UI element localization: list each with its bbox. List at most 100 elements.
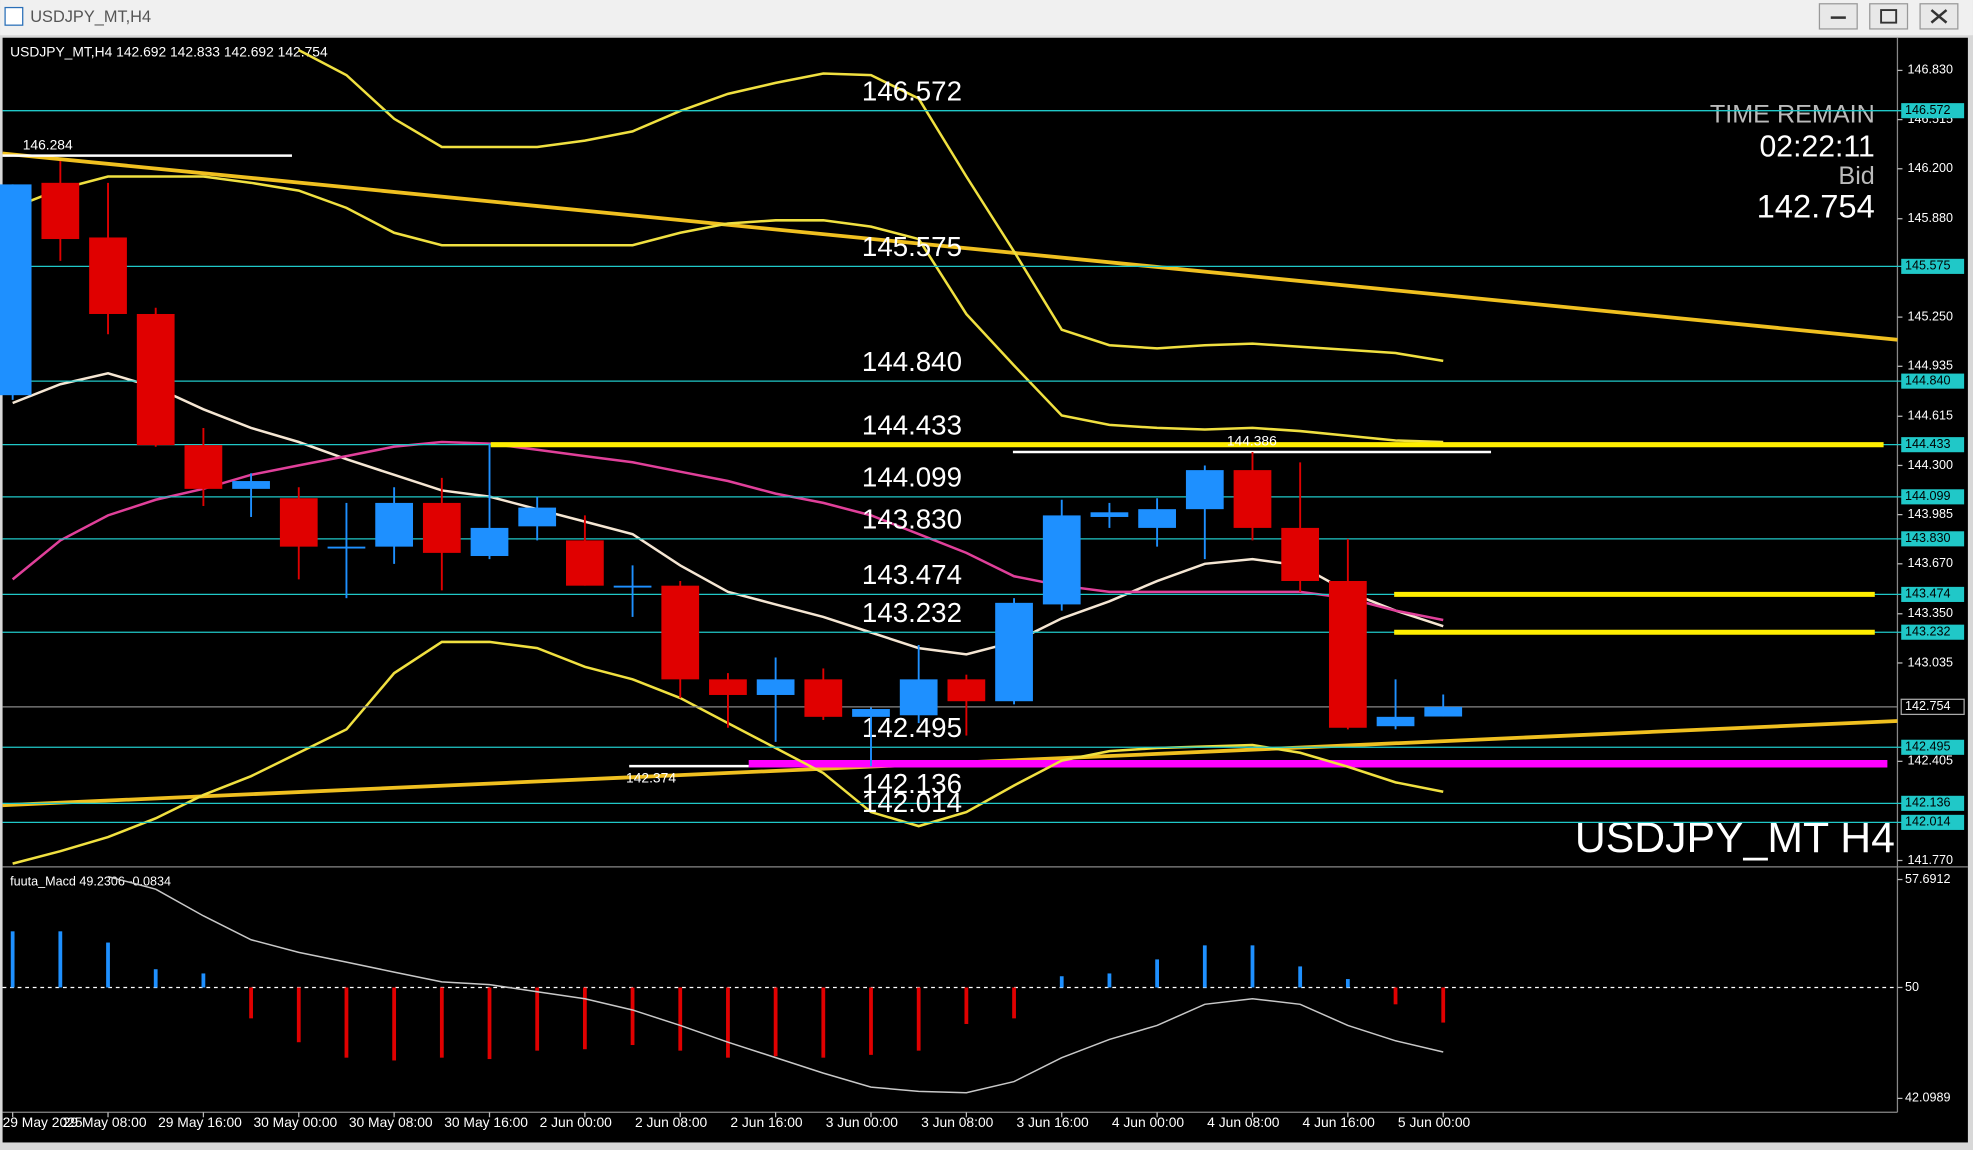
macd-bar (344, 987, 349, 1058)
maximize-icon (1880, 9, 1898, 24)
chart-background (2, 37, 1968, 1143)
candle-body (1042, 515, 1081, 605)
macd-bar (1393, 987, 1398, 1005)
macd-bar (1107, 973, 1112, 988)
macd-bar (439, 987, 444, 1058)
macd-bar (1441, 987, 1446, 1023)
y-tick-label: 146.830 (1908, 63, 1953, 77)
candle-body (0, 184, 32, 396)
y-tick-label: 141.770 (1908, 853, 1953, 867)
macd-bar (869, 987, 873, 1055)
y-tick-label: 143.035 (1908, 655, 1953, 669)
title-bar (0, 0, 1973, 36)
candle-body (1328, 580, 1367, 728)
macd-bar (106, 942, 110, 988)
candle-body (947, 679, 986, 702)
y-tick-label: 144.615 (1908, 409, 1953, 423)
y-tick-label: 146.200 (1908, 161, 1953, 175)
level-axis-label: 143.232 (1905, 625, 1950, 639)
macd-bar (487, 987, 492, 1060)
level-label: 142.014 (862, 787, 962, 818)
macd-tick-label: 42.0989 (1905, 1091, 1950, 1105)
x-tick-label: 29 May 08:00 (63, 1114, 147, 1130)
level-label: 144.099 (862, 462, 962, 493)
time-remain: 02:22:11 (1760, 130, 1875, 163)
level-axis-label: 144.840 (1905, 373, 1950, 387)
x-tick-label: 2 Jun 08:00 (635, 1114, 708, 1130)
macd-bar (630, 987, 635, 1046)
candle-body (613, 585, 652, 588)
macd-bar (726, 987, 730, 1058)
level-axis-box (1901, 373, 1965, 389)
macd-bar (964, 987, 969, 1024)
level-axis-label: 144.099 (1905, 489, 1950, 503)
macd-bar (916, 987, 921, 1051)
bid-label: Bid (1838, 162, 1874, 190)
x-tick-label: 4 Jun 16:00 (1303, 1114, 1376, 1130)
candle-body (470, 527, 509, 557)
candle-body (327, 546, 366, 549)
candle-body (1376, 716, 1415, 727)
y-tick-label: 142.405 (1908, 754, 1953, 768)
level-axis-label: 146.572 (1905, 103, 1950, 117)
candle-body (899, 679, 938, 716)
macd-bar (201, 973, 206, 988)
y-tick-label: 144.935 (1908, 359, 1953, 373)
level-axis-label: 144.433 (1905, 437, 1950, 451)
price-mark-label: 142.374 (626, 769, 676, 785)
macd-bar (678, 987, 683, 1051)
trendline (2, 151, 1898, 342)
x-tick-label: 29 May 2025 (3, 1114, 83, 1130)
y-tick-label: 145.250 (1908, 309, 1953, 323)
y-tick-label: 144.300 (1908, 458, 1953, 472)
window-title: USDJPY_MT,H4 (30, 8, 151, 26)
candle-body (89, 237, 127, 314)
candle-body (566, 540, 604, 586)
bid-axis-label: 142.754 (1905, 699, 1950, 713)
candle-body (232, 481, 270, 489)
macd-line (107, 875, 1444, 1094)
level-label: 143.232 (862, 597, 962, 628)
macd-bar (58, 931, 63, 988)
macd-tick-label: 57.6912 (1905, 872, 1950, 886)
candle-body (1281, 527, 1320, 581)
macd-bar (1059, 976, 1064, 988)
indicator-line (298, 48, 1444, 363)
x-tick-label: 3 Jun 16:00 (1016, 1114, 1089, 1130)
level-axis-label: 142.136 (1905, 796, 1950, 810)
level-axis-label: 143.830 (1905, 531, 1950, 545)
x-tick-label: 30 May 08:00 (349, 1114, 433, 1130)
candle-body (1138, 509, 1176, 528)
close-icon (1930, 9, 1948, 24)
macd-title: fuuta_Macd 49.2306 -0.0834 (10, 874, 171, 888)
level-label: 146.572 (862, 75, 962, 106)
candle-body (1233, 470, 1272, 528)
level-label: 145.575 (862, 231, 962, 262)
x-tick-label: 30 May 00:00 (253, 1114, 337, 1130)
x-tick-label: 2 Jun 00:00 (540, 1114, 613, 1130)
bid-value: 142.754 (1757, 188, 1875, 225)
macd-bar (773, 987, 778, 1057)
level-label: 143.830 (862, 504, 962, 535)
candle-body (1090, 512, 1129, 517)
candle-body (375, 502, 414, 547)
candle-body (709, 679, 747, 695)
candle-body (279, 498, 318, 547)
x-tick-label: 4 Jun 00:00 (1112, 1114, 1185, 1130)
level-label: 142.495 (862, 712, 962, 743)
level-axis-box (1901, 103, 1965, 119)
indicator-line (12, 175, 1444, 444)
price-mark-label: 146.284 (23, 136, 73, 152)
y-tick-label: 143.670 (1908, 556, 1953, 570)
macd-bar (1012, 987, 1016, 1019)
y-tick-label: 145.880 (1908, 211, 1953, 225)
macd-bar (153, 969, 158, 988)
maximize-button[interactable] (1869, 3, 1909, 30)
level-axis-box (1901, 437, 1965, 453)
candle-body (995, 602, 1033, 702)
candle-body (422, 502, 461, 553)
macd-bar (296, 987, 301, 1043)
macd-bar (582, 987, 587, 1050)
